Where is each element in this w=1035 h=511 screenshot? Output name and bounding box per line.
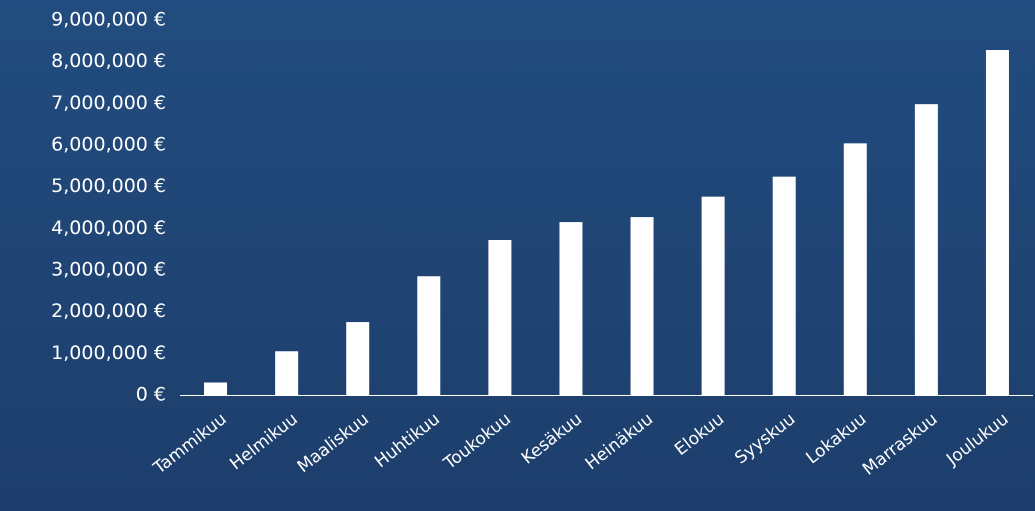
bar-lokakuu <box>843 143 867 395</box>
bar-helmikuu <box>275 351 299 395</box>
bar-toukokuu <box>488 240 512 395</box>
x-tick-label: Syyskuu <box>731 409 799 468</box>
x-tick-label: Elokuu <box>671 409 728 460</box>
bar-tammikuu <box>204 382 228 395</box>
y-tick-label: 8,000,000 € <box>51 50 166 72</box>
y-axis-ticks: 0 € 1,000,000 € 2,000,000 € 3,000,000 € 4,00… <box>51 9 166 406</box>
x-tick-label: Huhtikuu <box>371 409 444 472</box>
y-tick-label: 4,000,000 € <box>51 217 166 239</box>
y-tick-label: 0 € <box>136 384 166 406</box>
x-tick-label: Kesäkuu <box>518 409 586 468</box>
x-tick-label: Helmikuu <box>226 409 301 474</box>
x-tick-label: Joulukuu <box>942 409 1012 470</box>
y-tick-label: 6,000,000 € <box>51 134 166 156</box>
bar-marraskuu <box>914 104 938 396</box>
bar-huhtikuu <box>417 276 441 395</box>
x-tick-label: Maaliskuu <box>294 409 373 477</box>
bar-joulukuu <box>985 50 1009 395</box>
y-tick-label: 5,000,000 € <box>51 175 166 197</box>
y-tick-label: 3,000,000 € <box>51 259 166 281</box>
x-tick-label: Tammikuu <box>149 409 230 479</box>
bar-kesäkuu <box>559 222 583 395</box>
x-tick-label: Toukokuu <box>439 409 515 474</box>
bar-heinäkuu <box>630 217 654 395</box>
y-tick-label: 9,000,000 € <box>51 9 166 31</box>
bar-elokuu <box>701 196 725 395</box>
bar-syyskuu <box>772 176 796 395</box>
bar-maaliskuu <box>346 322 370 395</box>
y-tick-label: 1,000,000 € <box>51 342 166 364</box>
x-axis-labels: TammikuuHelmikuuMaaliskuuHuhtikuuToukoku… <box>149 409 1012 480</box>
y-tick-label: 2,000,000 € <box>51 300 166 322</box>
x-tick-label: Heinäkuu <box>582 409 657 474</box>
y-tick-label: 7,000,000 € <box>51 92 166 114</box>
bars <box>204 50 1009 396</box>
x-tick-label: Lokakuu <box>803 409 871 468</box>
x-tick-label: Marraskuu <box>859 409 941 480</box>
